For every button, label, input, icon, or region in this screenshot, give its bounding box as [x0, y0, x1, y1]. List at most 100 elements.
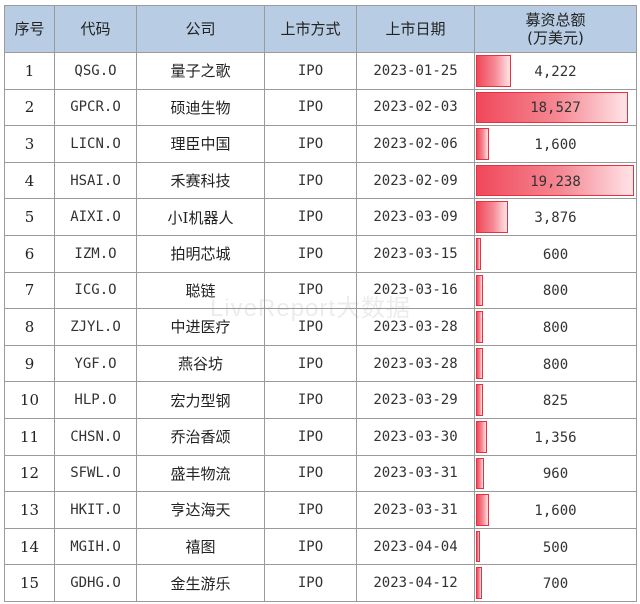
amount-value: 19,238 — [530, 173, 581, 190]
table-row: 13 HKIT.O 亨达海天 IPO 2023-03-31 1,600 — [4, 491, 637, 529]
cell-company: 宏力型钢 — [136, 381, 265, 419]
cell-date: 2023-01-25 — [356, 52, 475, 90]
cell-no: 13 — [4, 491, 55, 529]
amount-value: 3,876 — [534, 210, 577, 227]
cell-date: 2023-03-28 — [356, 308, 475, 346]
header-method: 上市方式 — [264, 5, 357, 53]
header-amount-unit: (万美元) — [527, 29, 584, 47]
cell-no: 11 — [4, 417, 55, 456]
table-row: 14 MGIH.O 禧图 IPO 2023-04-04 500 — [4, 527, 637, 566]
cell-amount: 1,356 — [474, 417, 637, 456]
cell-amount: 1,600 — [474, 491, 637, 529]
amount-value: 800 — [542, 283, 569, 300]
amount-bar — [476, 237, 481, 270]
amount-bar — [476, 164, 634, 197]
cell-amount: 600 — [474, 234, 637, 273]
cell-amount: 700 — [474, 564, 637, 602]
table-row: 10 HLP.O 宏力型钢 IPO 2023-03-29 825 — [4, 381, 637, 419]
cell-date: 2023-04-04 — [356, 527, 475, 566]
cell-amount: 800 — [474, 308, 637, 346]
cell-method: IPO — [264, 308, 357, 346]
amount-bar — [476, 311, 483, 343]
cell-company: 禧图 — [136, 527, 265, 566]
amount-bar — [476, 567, 482, 599]
ipo-table: 序号 代码 公司 上市方式 上市日期 募资总额 (万美元) 1 QSG.O 量子之歌… — [4, 5, 637, 602]
cell-date: 2023-03-31 — [356, 491, 475, 529]
cell-method: IPO — [264, 491, 357, 529]
cell-company: 理臣中国 — [136, 125, 265, 163]
cell-code: MGIH.O — [54, 527, 137, 566]
amount-value: 600 — [542, 246, 569, 263]
cell-date: 2023-02-03 — [356, 88, 475, 127]
cell-no: 8 — [4, 308, 55, 346]
cell-date: 2023-03-16 — [356, 271, 475, 310]
table-row: 15 GDHG.O 金生游乐 IPO 2023-04-12 700 — [4, 564, 637, 602]
cell-no: 6 — [4, 234, 55, 273]
amount-bar — [476, 384, 483, 416]
table-row: 8 ZJYL.O 中进医疗 IPO 2023-03-28 800 — [4, 308, 637, 346]
cell-no: 14 — [4, 527, 55, 566]
cell-amount: 500 — [474, 527, 637, 566]
cell-no: 9 — [4, 344, 55, 383]
cell-no: 2 — [4, 88, 55, 127]
cell-code: ICG.O — [54, 271, 137, 310]
cell-company: 乔治香颂 — [136, 417, 265, 456]
header-code: 代码 — [54, 5, 137, 53]
cell-method: IPO — [264, 161, 357, 200]
cell-code: YGF.O — [54, 344, 137, 383]
cell-company: 量子之歌 — [136, 52, 265, 90]
amount-value: 825 — [542, 393, 569, 410]
cell-code: HSAI.O — [54, 161, 137, 200]
table-body: 1 QSG.O 量子之歌 IPO 2023-01-25 4,222 2 GPCR.O 硕迪生物 I… — [4, 52, 637, 602]
cell-company: 金生游乐 — [136, 564, 265, 602]
cell-date: 2023-03-31 — [356, 454, 475, 493]
cell-company: 拍明芯城 — [136, 234, 265, 273]
amount-bar — [476, 347, 483, 380]
cell-code: SFWL.O — [54, 454, 137, 493]
cell-date: 2023-03-30 — [356, 417, 475, 456]
amount-bar — [476, 55, 511, 87]
cell-company: 燕谷坊 — [136, 344, 265, 383]
amount-value: 1,600 — [534, 502, 577, 519]
amount-bar — [476, 91, 628, 124]
cell-method: IPO — [264, 454, 357, 493]
header-company: 公司 — [136, 5, 265, 53]
table-row: 2 GPCR.O 硕迪生物 IPO 2023-02-03 18,527 — [4, 88, 637, 127]
cell-amount: 825 — [474, 381, 637, 419]
cell-no: 10 — [4, 381, 55, 419]
cell-company: 聪链 — [136, 271, 265, 310]
cell-no: 3 — [4, 125, 55, 163]
table-row: 6 IZM.O 拍明芯城 IPO 2023-03-15 600 — [4, 234, 637, 273]
cell-amount: 4,222 — [474, 52, 637, 90]
cell-no: 12 — [4, 454, 55, 493]
table-row: 12 SFWL.O 盛丰物流 IPO 2023-03-31 960 — [4, 454, 637, 493]
cell-company: 亨达海天 — [136, 491, 265, 529]
cell-method: IPO — [264, 88, 357, 127]
cell-method: IPO — [264, 417, 357, 456]
cell-date: 2023-04-12 — [356, 564, 475, 602]
amount-value: 1,356 — [534, 429, 577, 446]
table-row: 11 CHSN.O 乔治香颂 IPO 2023-03-30 1,356 — [4, 417, 637, 456]
cell-date: 2023-02-06 — [356, 125, 475, 163]
amount-value: 4,222 — [534, 63, 577, 80]
cell-code: GPCR.O — [54, 88, 137, 127]
cell-date: 2023-03-29 — [356, 381, 475, 419]
amount-value: 960 — [542, 466, 569, 483]
cell-code: GDHG.O — [54, 564, 137, 602]
cell-method: IPO — [264, 198, 357, 236]
amount-bar — [476, 128, 490, 160]
cell-method: IPO — [264, 564, 357, 602]
cell-no: 7 — [4, 271, 55, 310]
amount-bar — [476, 530, 481, 563]
cell-code: LICN.O — [54, 125, 137, 163]
table-row: 7 ICG.O 聪链 IPO 2023-03-16 800 — [4, 271, 637, 310]
amount-value: 1,600 — [534, 136, 577, 153]
amount-bar — [476, 201, 508, 233]
cell-code: HLP.O — [54, 381, 137, 419]
cell-company: 禾赛科技 — [136, 161, 265, 200]
table-header-row: 序号 代码 公司 上市方式 上市日期 募资总额 (万美元) — [4, 5, 637, 53]
amount-value: 500 — [542, 539, 569, 556]
amount-bar — [476, 494, 490, 526]
cell-code: QSG.O — [54, 52, 137, 90]
cell-amount: 800 — [474, 271, 637, 310]
